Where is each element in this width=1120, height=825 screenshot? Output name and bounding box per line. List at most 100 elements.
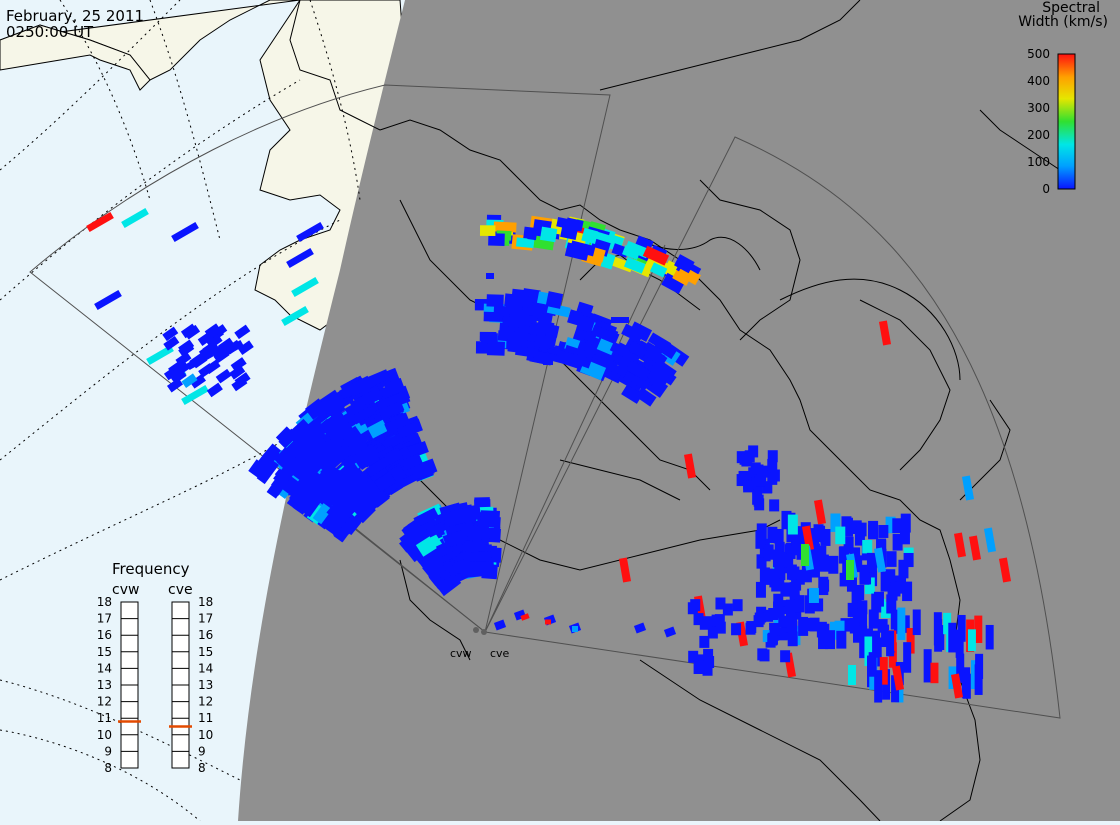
echo-cell: [576, 314, 596, 333]
echo-cell: [846, 576, 857, 592]
echo-cell: [699, 617, 710, 630]
echo-cell: [801, 565, 812, 583]
echo-cell: [998, 557, 1012, 583]
echo-cell: [862, 539, 873, 554]
echo-cell: [362, 483, 381, 502]
echo-cell: [853, 627, 864, 643]
echo-cell: [820, 529, 831, 546]
echo-cell: [809, 556, 820, 570]
echo-cell: [787, 514, 798, 535]
echo-cell: [813, 499, 827, 525]
echo-cell: [347, 375, 374, 398]
echo-cell: [486, 294, 504, 307]
echo-cell: [784, 544, 795, 559]
colorbar-tick-label: 300: [1027, 101, 1050, 115]
echo-cell: [442, 507, 470, 528]
echo-cell: [234, 324, 251, 340]
echo-cell: [352, 443, 379, 468]
echo-cell: [545, 619, 551, 625]
echo-cell: [303, 438, 327, 462]
echo-cell: [819, 579, 830, 592]
echo-cell: [355, 493, 381, 518]
echo-cell: [598, 356, 619, 373]
echo-cell: [864, 577, 875, 595]
echo-cell: [452, 557, 473, 574]
echo-cell: [868, 609, 879, 629]
echo-cell: [825, 630, 836, 650]
colorbar-tick-label: 200: [1027, 128, 1050, 142]
echo-cell: [786, 613, 797, 633]
echo-cell: [611, 317, 629, 323]
echo-cell: [520, 613, 530, 621]
echo-cell: [305, 479, 330, 506]
echo-cell: [640, 341, 664, 363]
echo-cell: [193, 350, 210, 366]
echo-cell: [732, 599, 743, 612]
echo-cell: [366, 369, 391, 387]
echo-cell: [570, 353, 592, 369]
cve-fov: [484, 136, 1061, 719]
echo-cell: [258, 447, 280, 471]
echo-cell: [286, 247, 314, 269]
echo-cell: [872, 630, 881, 653]
echo-cell: [471, 551, 492, 562]
freq-ticks: 18 18 17 17 16 16 15 15 14 14 13 13 12 12 11 11 10 10 9 9 8 8: [97, 595, 214, 775]
echo-cell: [281, 305, 309, 327]
echo-cell: [836, 630, 847, 649]
echo-cell: [383, 377, 406, 397]
freq-tick-label-cvw: 8: [104, 761, 112, 775]
echo-cell: [750, 462, 761, 475]
echo-cell: [609, 255, 634, 273]
echo-cell: [756, 523, 767, 541]
echo-cell: [554, 349, 574, 366]
echo-cell: [780, 650, 791, 663]
echo-cell: [846, 560, 854, 580]
echo-cell: [428, 565, 451, 586]
echo-cell: [590, 324, 614, 342]
echo-cell: [407, 441, 429, 459]
freq-tick-label-cvw: 9: [104, 744, 112, 758]
colorbar-tick-label: 500: [1027, 47, 1050, 61]
echo-cell: [769, 623, 780, 636]
echo-cell: [745, 622, 756, 635]
echo-cell: [744, 450, 755, 463]
echo-cell: [847, 602, 858, 617]
echo-cell: [618, 557, 632, 583]
echo-cell: [736, 474, 747, 487]
echo-cell: [178, 342, 195, 357]
echo-cell: [528, 323, 547, 337]
echo-cell: [804, 595, 815, 614]
echo-cell: [838, 546, 849, 564]
echo-cell: [943, 612, 952, 635]
echo-cell: [230, 357, 247, 372]
cvw-fov: [29, 84, 611, 633]
echo-cell: [899, 531, 910, 545]
echo-cell: [464, 540, 487, 553]
freq-tick-label-cve: 14: [198, 661, 213, 675]
freq-tick-label-cvw: 14: [97, 661, 112, 675]
echo-cell: [630, 371, 652, 391]
echo-cell: [776, 551, 787, 568]
freq-tick-label-cvw: 15: [97, 645, 112, 659]
echo-cell: [696, 660, 707, 673]
freq-tick-label-cve: 8: [198, 761, 206, 775]
echo-cell: [850, 547, 861, 566]
echo-cell: [930, 662, 939, 684]
echo-cell: [763, 544, 774, 560]
echo-cell: [769, 568, 780, 588]
echo-cell: [163, 335, 180, 351]
freq-tick-label-cve: 18: [198, 595, 213, 609]
echo-cell: [345, 475, 367, 497]
echo-cell: [985, 624, 994, 650]
echo-cell: [801, 525, 815, 551]
freq-tick-label-cve: 12: [198, 695, 213, 709]
echo-cell: [329, 446, 350, 466]
echo-cell: [902, 581, 913, 602]
echo-cell: [291, 276, 319, 298]
echo-cell: [438, 569, 452, 581]
freq-tick-label-cvw: 10: [97, 728, 112, 742]
echo-cell: [206, 382, 223, 398]
echo-cell: [215, 368, 232, 384]
echo-cell: [859, 564, 870, 585]
echo-cell: [903, 552, 914, 568]
